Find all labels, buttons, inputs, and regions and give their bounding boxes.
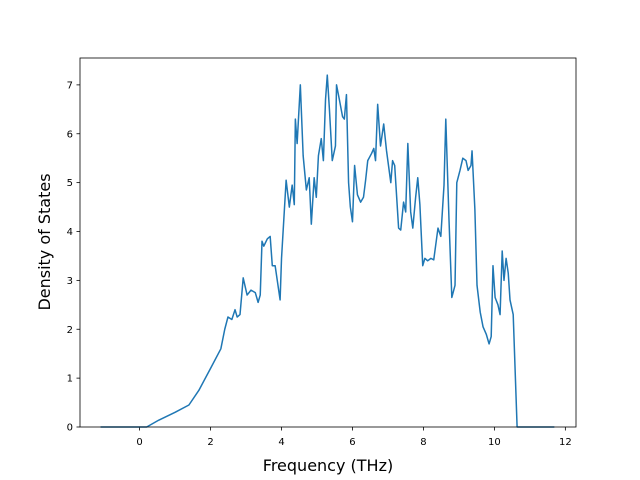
x-tick-label: 2 [207,437,213,448]
x-tick-label: 0 [136,437,142,448]
y-tick-label: 7 [67,80,73,91]
x-tick-label: 12 [559,437,572,448]
y-tick-label: 5 [67,178,73,189]
line [100,74,555,428]
y-tick-label: 2 [67,325,73,336]
x-tick-label: 10 [488,437,501,448]
x-tick-label: 4 [278,437,284,448]
y-tick-label: 4 [67,227,73,238]
y-tick-label: 6 [67,129,73,140]
x-tick-label: 8 [420,437,426,448]
plot-frame [79,57,577,428]
y-tick-label: 1 [67,374,73,385]
x-axis-label: Frequency (THz) [263,456,393,475]
y-tick-label: 3 [67,276,73,287]
y-tick-label: 0 [67,423,73,434]
x-tick-label: 6 [349,437,355,448]
y-axis-label: Density of States [35,173,54,310]
